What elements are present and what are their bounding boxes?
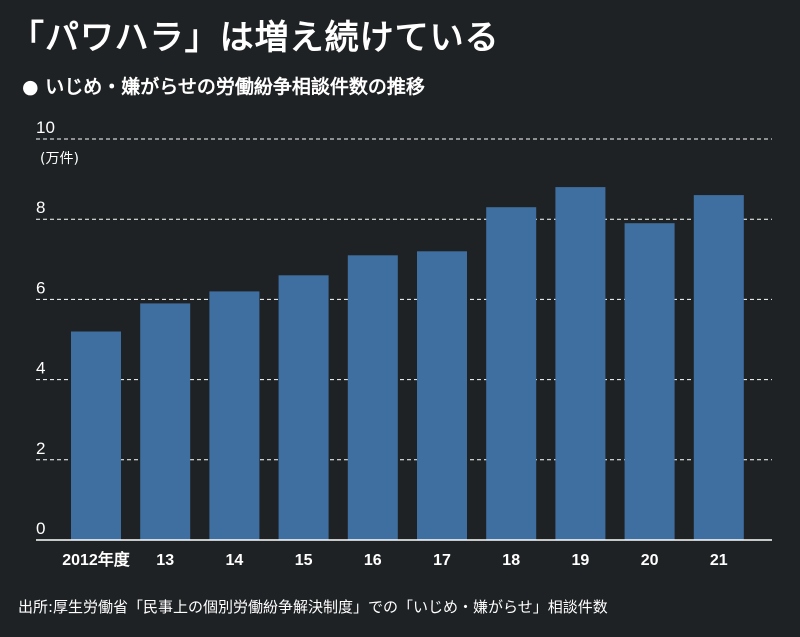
y-axis-unit-label: (万件) — [40, 151, 79, 167]
y-tick-label: 0 — [36, 519, 45, 538]
bar — [417, 251, 467, 541]
source-note: 出所:厚生労働省「民事上の個別労働紛争解決制度」での「いじめ・嫌がらせ」相談件数 — [18, 598, 608, 616]
y-tick-label: 8 — [36, 198, 45, 217]
x-tick-label: 14 — [226, 552, 244, 569]
y-tick-label: 6 — [36, 278, 45, 297]
chart-title: 「パワハラ」は増え続けている — [10, 18, 500, 58]
bar — [693, 195, 744, 540]
y-tick-label: 2 — [36, 439, 45, 458]
y-tick-label: 4 — [36, 359, 45, 378]
bar — [71, 331, 121, 540]
bar — [624, 223, 675, 540]
bar — [209, 291, 260, 540]
bars — [71, 187, 744, 541]
bar — [140, 303, 191, 540]
bar — [486, 207, 537, 540]
x-tick-label: 13 — [156, 552, 174, 569]
x-tick-label: 16 — [364, 552, 382, 569]
x-tick-label: 19 — [572, 552, 590, 569]
bar — [347, 255, 398, 541]
x-tick-label: 21 — [710, 552, 728, 569]
chart-subtitle-text: いじめ・嫌がらせの労働紛争相談件数の推移 — [45, 76, 425, 98]
bar — [278, 275, 329, 540]
y-tick-labels: 0 2 4 6 8 10 — [36, 118, 55, 538]
chart-subtitle: ● いじめ・嫌がらせの労働紛争相談件数の推移 — [22, 76, 425, 98]
x-tick-label: 20 — [641, 552, 659, 569]
x-tick-label: 15 — [295, 552, 313, 569]
y-tick-label: 10 — [36, 118, 55, 137]
bar — [555, 187, 606, 540]
x-tick-label: 18 — [502, 552, 520, 569]
x-tick-label: 2012年度 — [62, 550, 131, 569]
x-tick-labels: 2012年度 13 14 15 16 17 18 19 20 21 — [62, 550, 728, 569]
x-tick-label: 17 — [433, 552, 451, 569]
